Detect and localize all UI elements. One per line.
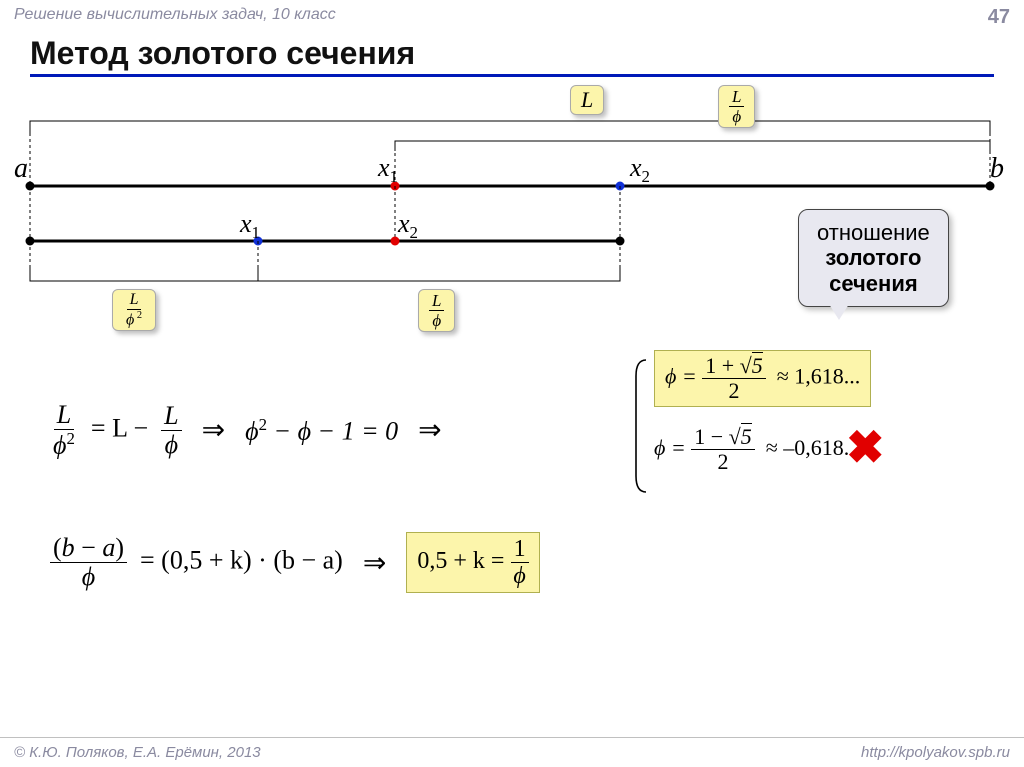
result-box: 0,5 + k = 1 ϕ <box>406 532 540 593</box>
callout-L-over-phi-low: L ϕ <box>418 289 455 332</box>
phi-plus-box: ϕ = 1 + √5 2 ≈ 1,618... <box>654 350 871 407</box>
title-rule <box>30 74 994 77</box>
course-label: Решение вычислительных задач, 10 класс <box>14 6 336 29</box>
label-x1: x1 <box>378 153 398 187</box>
golden-section-diagram: L L ϕ a x1 x2 b x1 x2 L ϕ 2 L ϕ отношени… <box>0 81 1024 371</box>
page-title: Метод золотого сечения <box>30 35 994 72</box>
label-a: a <box>14 153 28 185</box>
phi-minus: ϕ = 1 − √5 2 ≈ –0,618... <box>654 435 860 460</box>
callout-L: L <box>570 85 604 115</box>
speech-bubble-golden-ratio: отношение золотого сечения <box>798 209 949 307</box>
footer-copyright: © К.Ю. Поляков, Е.А. Ерёмин, 2013 <box>14 744 261 761</box>
label-x2-2: x2 <box>398 209 418 243</box>
callout-L-over-phi2: L ϕ 2 <box>112 289 156 331</box>
label-x1-2: x1 <box>240 209 260 243</box>
footer: © К.Ю. Поляков, Е.А. Ерёмин, 2013 http:/… <box>0 737 1024 767</box>
label-x2: x2 <box>630 153 650 187</box>
footer-url: http://kpolyakov.spb.ru <box>861 744 1010 761</box>
label-b: b <box>990 153 1004 185</box>
page-number: 47 <box>988 6 1010 29</box>
cross-icon: ✖ <box>846 420 885 474</box>
callout-L-over-phi: L ϕ <box>718 85 755 128</box>
equation-row-2: (b − a) ϕ = (0,5 + k) · (b − a) ⇒ 0,5 + … <box>0 532 1024 593</box>
